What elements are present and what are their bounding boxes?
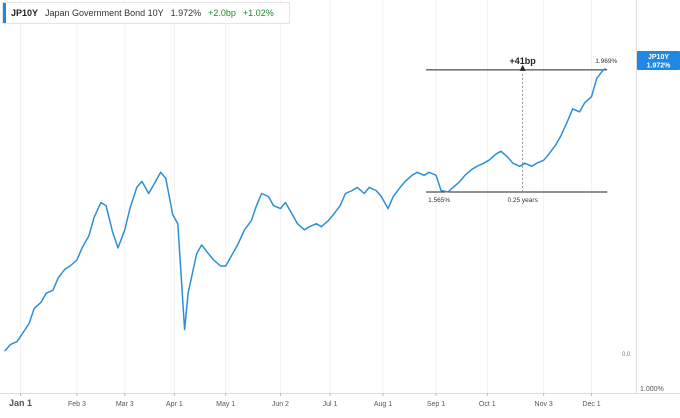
x-axis: Jan 1 Feb 3 Mar 3 Apr 1 May 1 Jun 2 Jul 1 Aug 1… [9, 393, 601, 408]
measure-change-label: +41bp [510, 56, 537, 66]
measure-duration-label: 0.25 years [507, 197, 538, 204]
x-tick-label: Oct 1 [479, 401, 496, 408]
x-tick-label: Dec 1 [582, 401, 600, 408]
measure-high-label: 1.969% [595, 58, 617, 65]
price-tag: JP10Y 1.972% [637, 51, 680, 70]
x-tick-label: Jul 1 [323, 401, 338, 408]
x-tick-label: Jan 1 [9, 398, 32, 408]
legend-last: 1.972% [170, 8, 202, 18]
legend-name: Japan Government Bond 10Y [45, 8, 164, 18]
x-tick-label: May 1 [216, 401, 235, 408]
x-tick-label: Sep 1 [427, 401, 445, 408]
price-tag-symbol: JP10Y [648, 54, 669, 61]
legend-accent-bar [3, 3, 6, 23]
x-tick-label: Mar 3 [116, 401, 134, 408]
series-line-jp10y [4, 68, 606, 352]
x-tick-label: Apr 1 [166, 401, 183, 408]
measure-low-label: 1.565% [428, 197, 450, 204]
right-axis-label-scale: 1.000% [640, 386, 664, 393]
legend-change-bp: +2.0bp [208, 8, 236, 18]
price-tag-value: 1.972% [647, 63, 672, 70]
grid-lines [20, 0, 592, 393]
x-tick-label: Aug 1 [374, 401, 392, 408]
x-tick-label: Jun 2 [272, 401, 289, 408]
x-tick-label: Nov 3 [535, 401, 553, 408]
legend: JP10Y Japan Government Bond 10Y 1.972% +… [2, 2, 290, 24]
legend-symbol[interactable]: JP10Y [11, 8, 39, 18]
right-axis: 0.0 1.000% [622, 352, 664, 393]
legend-change-pct: +1.02% [242, 8, 274, 18]
measure-arrow-icon [519, 64, 526, 71]
right-axis-label-zero: 0.0 [622, 352, 631, 358]
measure-overlay: +41bp 1.969% 1.565% 0.25 years [426, 56, 617, 204]
x-tick-label: Feb 3 [68, 401, 86, 408]
